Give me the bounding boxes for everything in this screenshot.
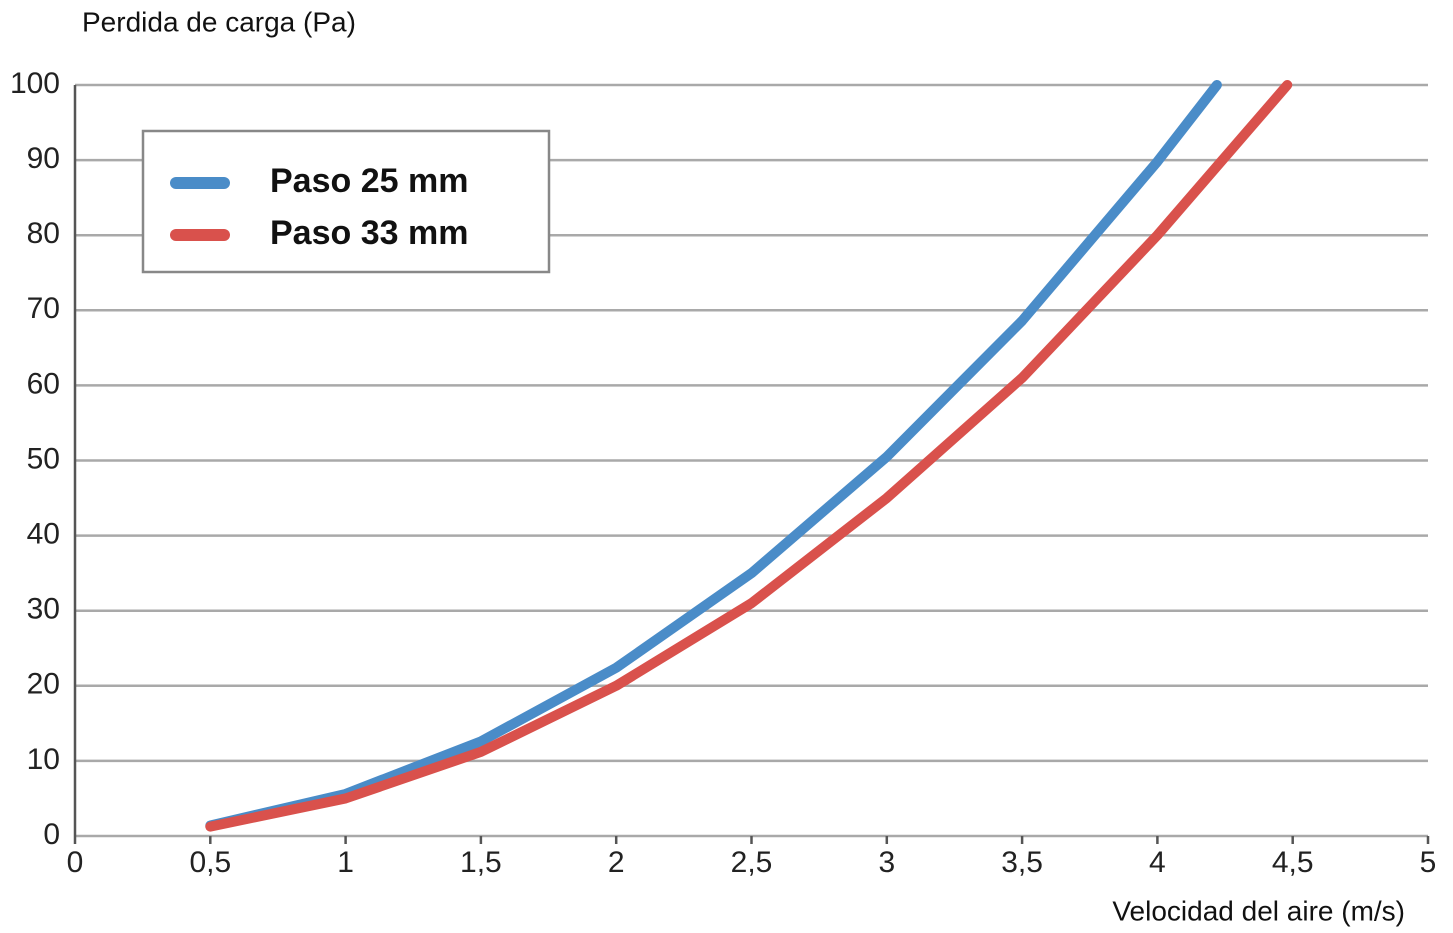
y-tick-label: 90 [27, 142, 60, 175]
x-tick-label: 0 [67, 846, 84, 879]
y-tick-label: 20 [27, 668, 60, 701]
y-tick-label: 50 [27, 442, 60, 475]
y-tick-label: 80 [27, 217, 60, 250]
x-tick-label: 2,5 [731, 846, 773, 879]
y-tick-label: 0 [43, 818, 60, 851]
legend-box [141, 129, 551, 274]
legend-label: Paso 25 mm [270, 162, 468, 200]
x-tick-label: 2 [608, 846, 625, 879]
x-tick-label: 3 [878, 846, 895, 879]
y-tick-label: 40 [27, 518, 60, 551]
series-line [205, 80, 1293, 832]
series-line [205, 80, 1222, 831]
x-tick-label: 3,5 [1001, 846, 1043, 879]
y-tick-label: 30 [27, 593, 60, 626]
y-tick-label: 10 [27, 743, 60, 776]
x-tick-label: 4 [1149, 846, 1166, 879]
y-tick-label: 100 [10, 67, 60, 100]
x-tick-label: 5 [1420, 846, 1437, 879]
y-axis-title: Perdida de carga (Pa) [82, 6, 356, 37]
legend-label: Paso 33 mm [270, 214, 468, 252]
x-tick-label: 4,5 [1272, 846, 1314, 879]
x-tick-label: 1,5 [460, 846, 502, 879]
y-tick-label: 70 [27, 292, 60, 325]
x-axis-title: Velocidad del aire (m/s) [1112, 895, 1405, 926]
x-tick-label: 1 [337, 846, 354, 879]
y-tick-label: 60 [27, 367, 60, 400]
x-tick-label: 0,5 [189, 846, 231, 879]
